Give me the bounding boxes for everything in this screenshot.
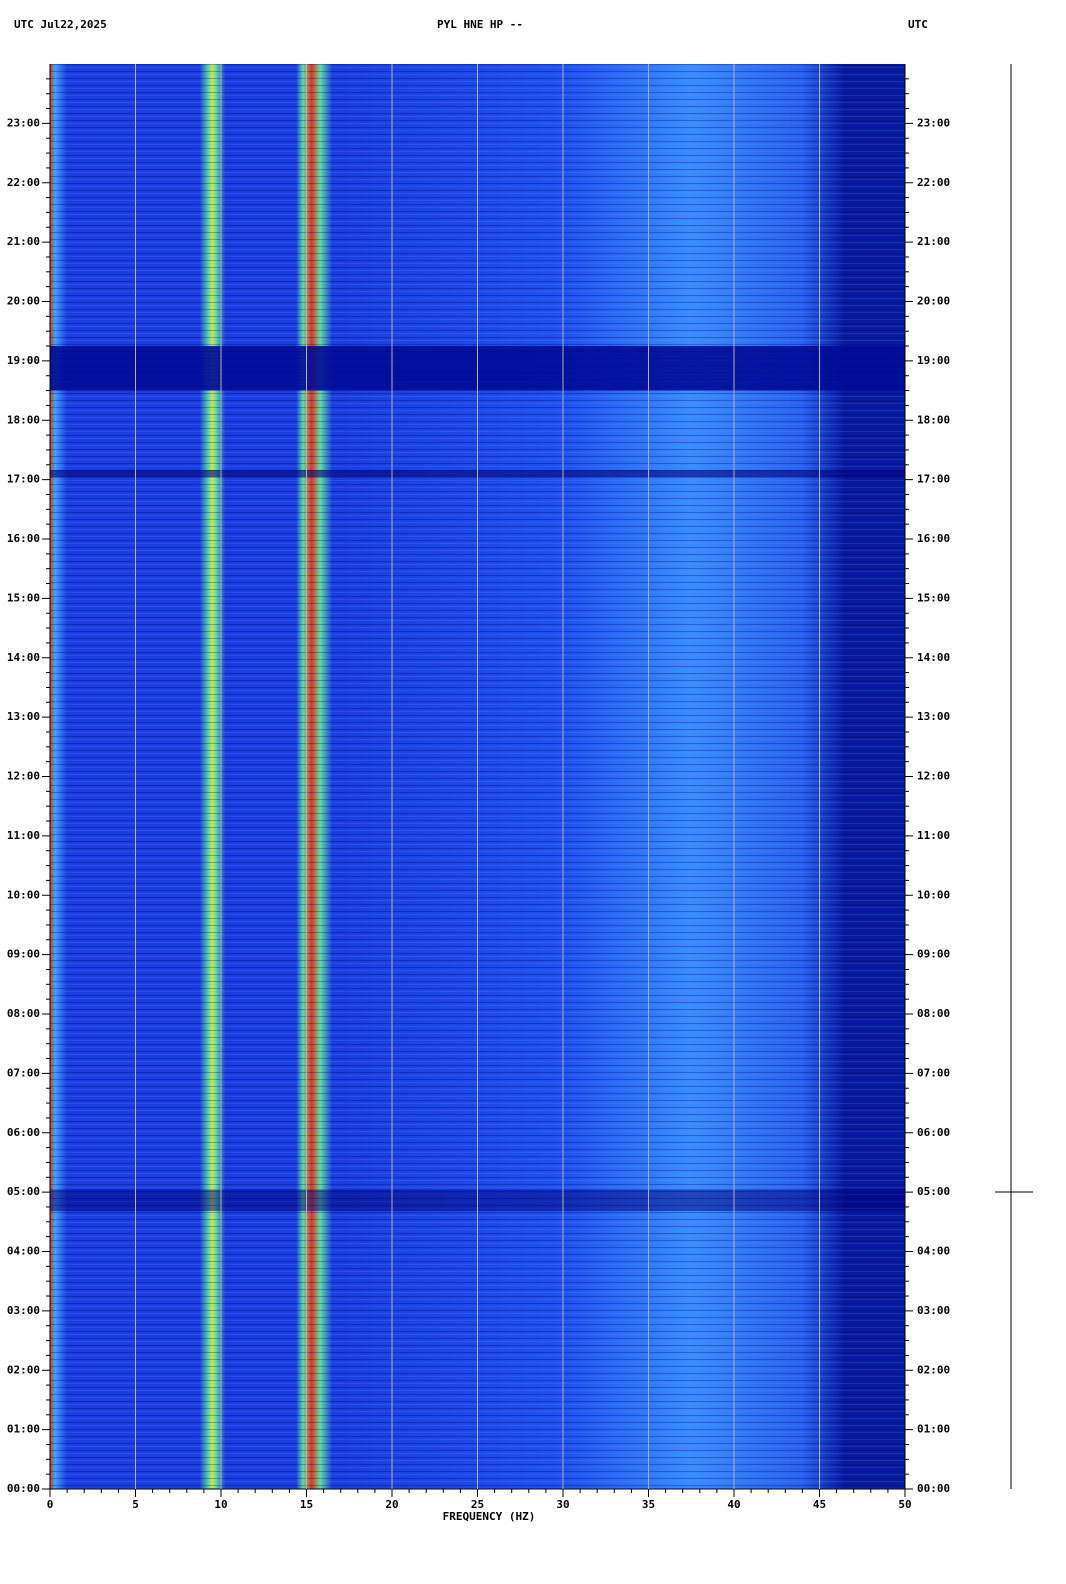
y-tick-label: 16:00 [917, 532, 950, 545]
y-tick-label: 01:00 [7, 1423, 40, 1436]
y-tick-label: 21:00 [917, 235, 950, 248]
left-header: UTC Jul22,2025 [14, 18, 107, 31]
x-axis-label: FREQUENCY (HZ) [443, 1510, 536, 1523]
right-header: UTC [908, 18, 928, 31]
y-tick-label: 00:00 [7, 1482, 40, 1495]
x-tick-label: 15 [300, 1498, 313, 1511]
y-tick-label: 19:00 [7, 354, 40, 367]
x-tick-label: 0 [47, 1498, 54, 1511]
y-tick-label: 12:00 [917, 770, 950, 783]
x-tick-label: 45 [813, 1498, 826, 1511]
y-tick-label: 03:00 [917, 1304, 950, 1317]
y-tick-label: 11:00 [7, 829, 40, 842]
y-tick-label: 07:00 [7, 1066, 40, 1079]
y-tick-label: 21:00 [7, 235, 40, 248]
y-tick-label: 09:00 [917, 948, 950, 961]
y-tick-label: 07:00 [917, 1066, 950, 1079]
x-tick-label: 50 [898, 1498, 911, 1511]
x-tick-label: 10 [214, 1498, 227, 1511]
y-tick-label: 09:00 [7, 948, 40, 961]
y-tick-label: 08:00 [917, 1007, 950, 1020]
x-tick-label: 40 [727, 1498, 740, 1511]
y-tick-label: 10:00 [917, 888, 950, 901]
y-tick-label: 18:00 [917, 413, 950, 426]
y-tick-label: 00:00 [917, 1482, 950, 1495]
y-tick-label: 15:00 [7, 591, 40, 604]
y-tick-label: 22:00 [7, 176, 40, 189]
x-tick-label: 25 [471, 1498, 484, 1511]
y-tick-label: 13:00 [7, 710, 40, 723]
y-tick-label: 17:00 [7, 473, 40, 486]
y-tick-label: 22:00 [917, 176, 950, 189]
y-tick-label: 05:00 [917, 1185, 950, 1198]
chart-title: PYL HNE HP -- [437, 18, 523, 31]
x-tick-label: 5 [132, 1498, 139, 1511]
y-tick-label: 19:00 [917, 354, 950, 367]
y-tick-label: 17:00 [917, 473, 950, 486]
y-tick-label: 14:00 [7, 651, 40, 664]
y-tick-label: 12:00 [7, 770, 40, 783]
y-tick-label: 02:00 [7, 1363, 40, 1376]
y-tick-label: 11:00 [917, 829, 950, 842]
y-tick-label: 10:00 [7, 888, 40, 901]
y-tick-label: 18:00 [7, 413, 40, 426]
y-tick-label: 14:00 [917, 651, 950, 664]
y-tick-label: 15:00 [917, 591, 950, 604]
y-tick-label: 04:00 [917, 1245, 950, 1258]
y-tick-label: 01:00 [917, 1423, 950, 1436]
y-tick-label: 20:00 [7, 295, 40, 308]
y-tick-label: 04:00 [7, 1245, 40, 1258]
y-tick-label: 23:00 [7, 116, 40, 129]
x-tick-label: 35 [642, 1498, 655, 1511]
y-tick-label: 20:00 [917, 295, 950, 308]
y-tick-label: 06:00 [917, 1126, 950, 1139]
y-tick-label: 06:00 [7, 1126, 40, 1139]
y-tick-label: 16:00 [7, 532, 40, 545]
x-tick-label: 20 [385, 1498, 398, 1511]
x-tick-label: 30 [556, 1498, 569, 1511]
y-tick-label: 05:00 [7, 1185, 40, 1198]
y-tick-label: 08:00 [7, 1007, 40, 1020]
y-tick-label: 03:00 [7, 1304, 40, 1317]
y-tick-label: 13:00 [917, 710, 950, 723]
y-tick-label: 23:00 [917, 116, 950, 129]
y-tick-label: 02:00 [917, 1363, 950, 1376]
